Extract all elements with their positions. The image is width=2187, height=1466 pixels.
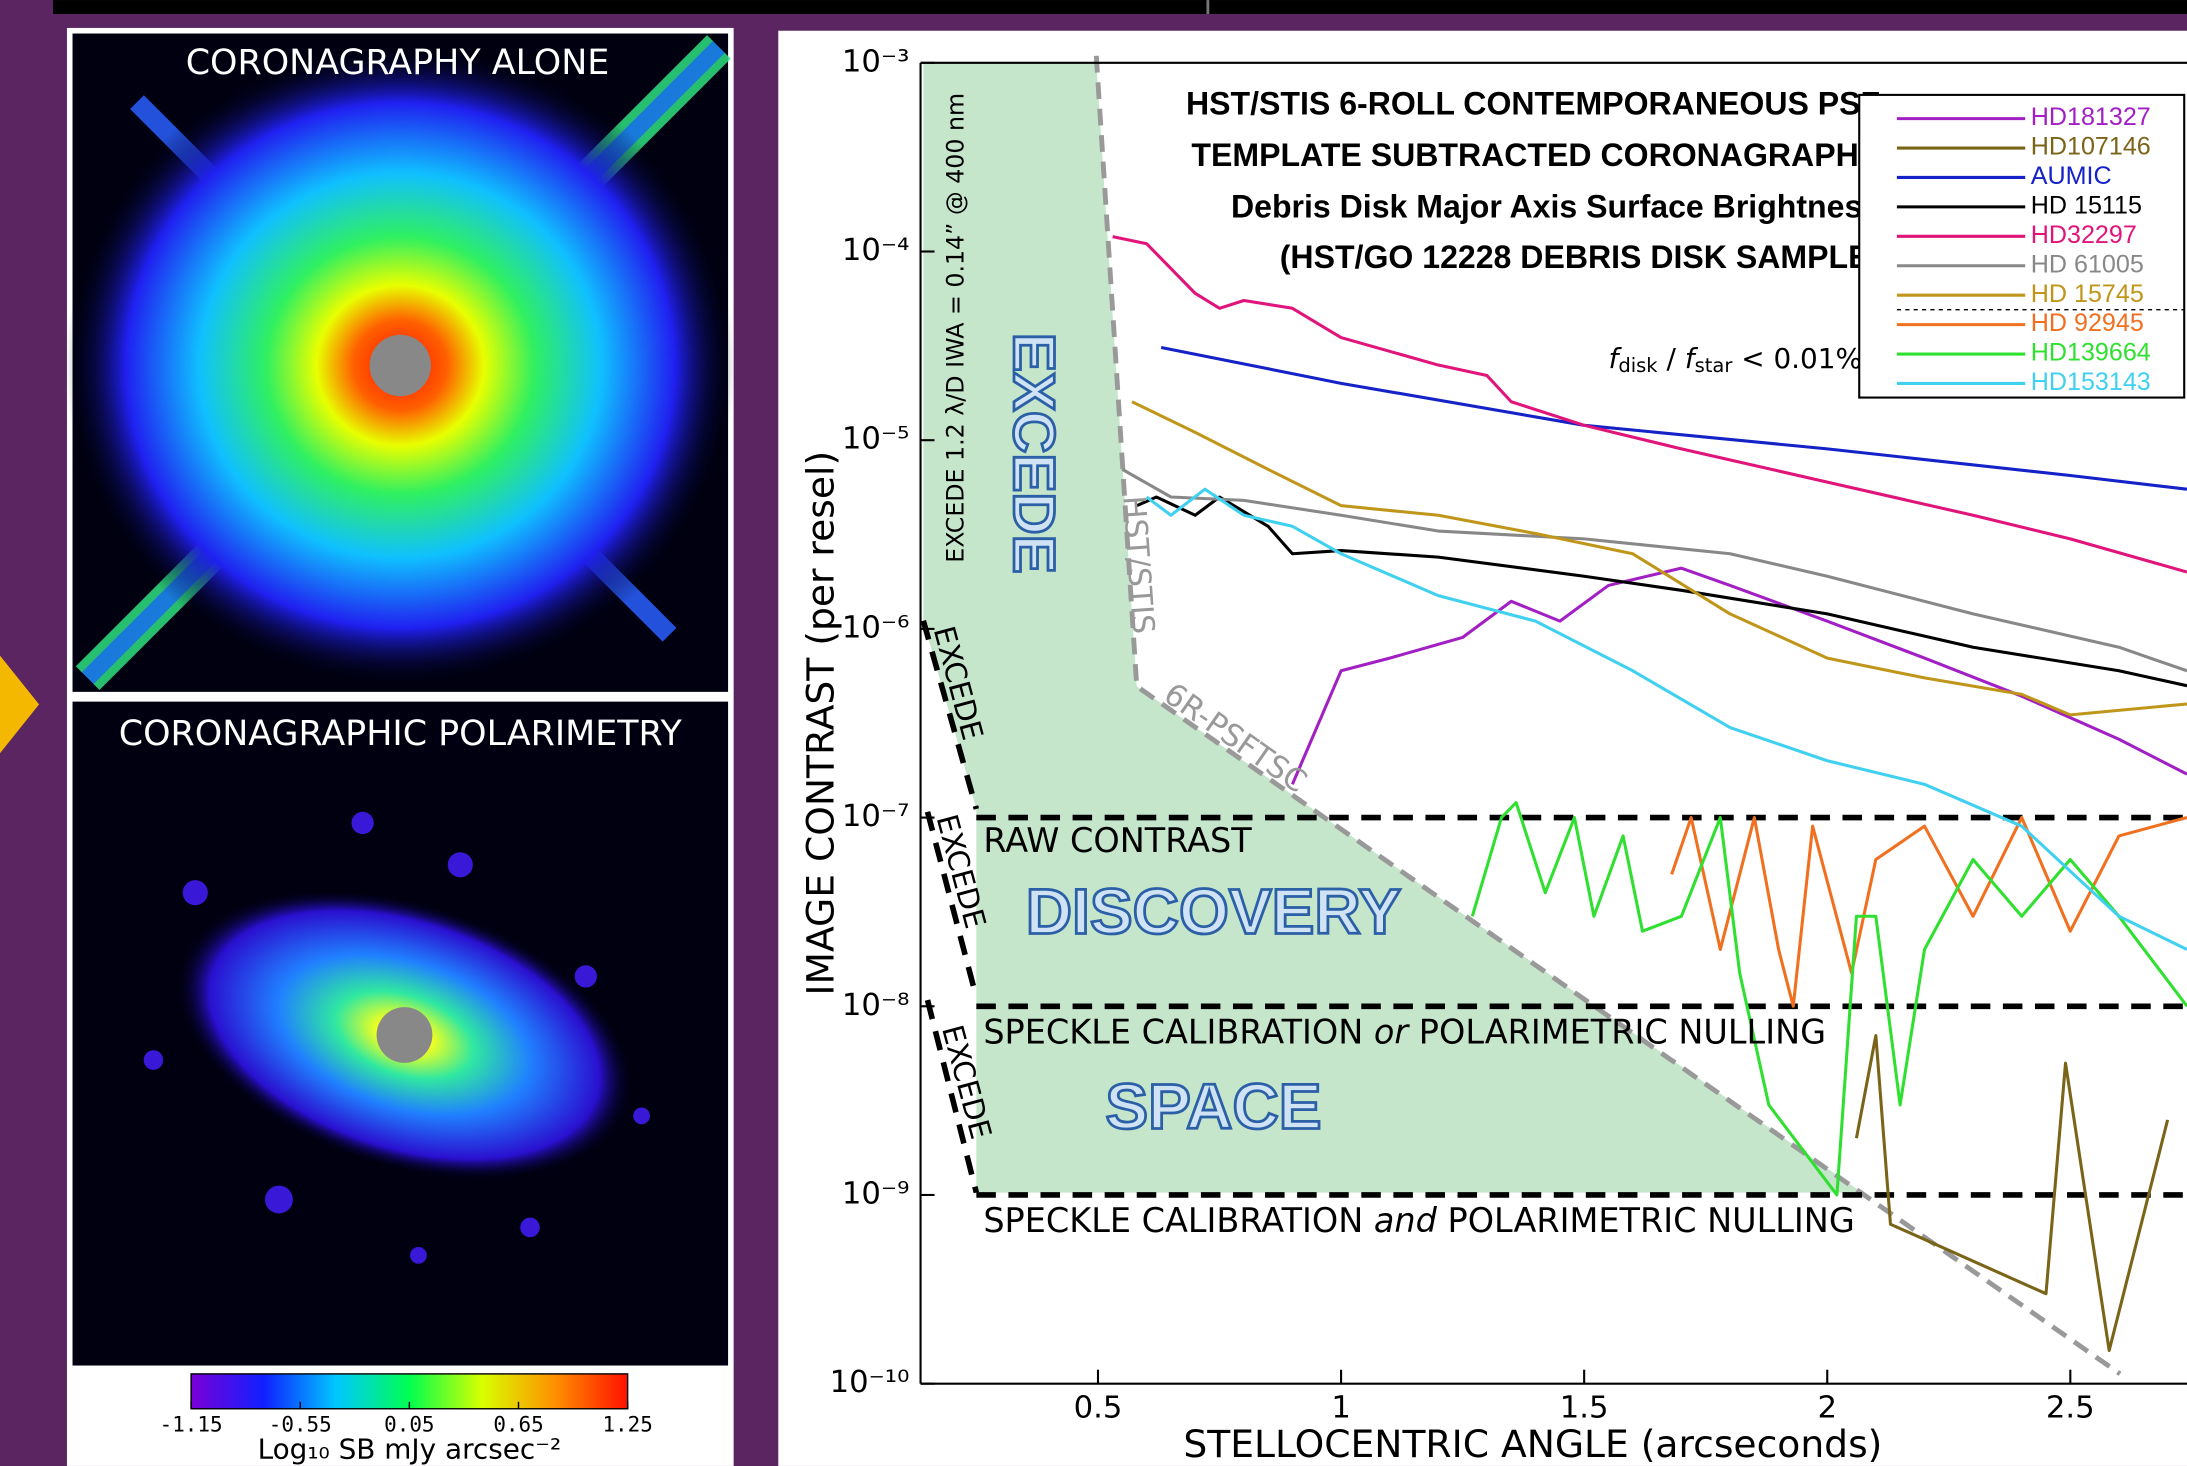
speckle-or: SPECKLE CALIBRATION or POLARIMETRIC NULL… (983, 1012, 1826, 1051)
legend-label: AUMIC (2031, 162, 2112, 190)
colorbar-tick-label: 0.65 (493, 1413, 543, 1437)
legend-box (1858, 93, 2186, 399)
legend-label: HD 15115 (2031, 192, 2142, 220)
series-line (1160, 345, 2187, 491)
colorbar-tick-label: -1.15 (160, 1413, 223, 1437)
text: and (1374, 1200, 1438, 1239)
text: POLARIMETRIC NULLING (1408, 1012, 1826, 1051)
image-noise (143, 811, 650, 1264)
colorbar: -1.15 -0.55 0.05 0.65 1.25 Log₁₀ SB mJy arcse… (160, 1373, 653, 1466)
text: POLARIMETRIC NULLING (1437, 1200, 1855, 1239)
text: star (1695, 353, 1734, 376)
excede-steps (920, 619, 980, 1194)
legend-label: HD 92945 (2031, 309, 2144, 337)
title-line: TEMPLATE SUBTRACTED CORONAGRAPHY (1191, 137, 1880, 173)
x-axis-label: STELLOCENTRIC ANGLE (arcseconds) (1183, 1422, 1882, 1466)
x-tick-label: 1.5 (1560, 1390, 1609, 1425)
colorbar-tick-label: 0.05 (384, 1413, 434, 1437)
series-line (1470, 801, 2187, 1197)
colorbar-tick-label: 1.25 (602, 1413, 652, 1437)
y-tick-label: 10⁻⁷ (842, 799, 910, 834)
x-tick-label: 1 (1331, 1390, 1351, 1425)
series-line (1136, 495, 2187, 688)
excede-label: EXCEDE (1001, 333, 1066, 574)
title-line: Debris Disk Major Axis Surface Brightnes… (1231, 189, 1880, 225)
series-line (1854, 1033, 2170, 1352)
series-line (1131, 400, 2187, 717)
image-panel: CORONAGRAPHY ALONE CORONAGRAPHIC POLARIM… (65, 27, 736, 1466)
iwa-note: EXCEDE 1.2 λ/D IWA = 0.14” @ 400 nm (941, 93, 969, 563)
stis-limit (1093, 55, 2122, 1376)
title-line: (HST/GO 12228 DEBRIS DISK SAMPLE) (1280, 239, 1880, 275)
raw-contrast: RAW CONTRAST (983, 821, 1252, 860)
flux-ratio-note: fdisk / fstar < 0.01% (1609, 342, 1863, 376)
text: < 0.01% (1732, 342, 1862, 375)
y-tick-label: 10⁻⁸ (842, 988, 910, 1023)
space-label: SPACE (1105, 1071, 1321, 1143)
text: SPECKLE CALIBRATION (983, 1012, 1374, 1051)
annotations: EXCEDE 1.2 λ/D IWA = 0.14” @ 400 nm EXCE… (927, 86, 2186, 1239)
colorbar-tick-label: -0.55 (269, 1413, 332, 1437)
legend-label: HD181327 (2031, 103, 2151, 131)
plot-area (976, 235, 2187, 1352)
series-line (1290, 566, 2187, 785)
series-line (1112, 235, 2187, 574)
y-tick-label: 10⁻¹⁰ (830, 1365, 910, 1400)
text: disk (1618, 353, 1658, 376)
panel-title: CORONAGRAPHIC POLARIMETRY (119, 714, 683, 754)
axes: 10⁻¹⁰ 10⁻⁹ 10⁻⁸ 10⁻⁷ 10⁻⁶ 10⁻⁵ 10⁻⁴ 10⁻³ 0.5 1 1.5… (798, 44, 2187, 1466)
title-line: HST/STIS 6-ROLL CONTEMPORANEOUS PSF (1186, 86, 1880, 122)
series-line (1145, 487, 2187, 951)
occulter (369, 334, 431, 397)
text: or (1374, 1012, 1410, 1051)
colorbar-label: Log₁₀ SB mJy arcsec⁻² (258, 1433, 562, 1466)
legend-label: HD 61005 (2031, 250, 2144, 278)
y-tick-label: 10⁻⁴ (842, 233, 910, 268)
speckle-and: SPECKLE CALIBRATION and POLARIMETRIC NUL… (983, 1200, 1854, 1239)
x-tick-label: 2.5 (2046, 1390, 2095, 1425)
y-tick-label: 10⁻⁵ (842, 422, 910, 457)
x-tick-label: 0.5 (1074, 1390, 1123, 1425)
y-tick-label: 10⁻³ (842, 44, 910, 79)
legend-label: HD139664 (2031, 339, 2151, 367)
text: / (1658, 342, 1685, 375)
occulter (376, 1007, 433, 1063)
discovery-label: DISCOVERY (1026, 875, 1401, 947)
y-tick-label: 10⁻⁶ (842, 610, 910, 645)
y-axis-label: IMAGE CONTRAST (per resel) (798, 451, 842, 996)
panel-title: CORONAGRAPHY ALONE (186, 43, 610, 83)
y-tick-label: 10⁻⁹ (842, 1176, 910, 1211)
legend-label: HD107146 (2031, 133, 2151, 161)
chart-title: HST/STIS 6-ROLL CONTEMPORANEOUS PSF TEMP… (1186, 86, 1880, 275)
text: SPECKLE CALIBRATION (983, 1200, 1374, 1239)
excede-region (923, 62, 1863, 1193)
legend-label: HD32297 (2031, 221, 2137, 249)
arrow (0, 655, 40, 754)
legend-label: HD 15745 (2031, 280, 2144, 308)
legend-label: HD153143 (2031, 368, 2151, 396)
x-tick-label: 2 (1817, 1390, 1837, 1425)
top-bar (53, 0, 2187, 14)
